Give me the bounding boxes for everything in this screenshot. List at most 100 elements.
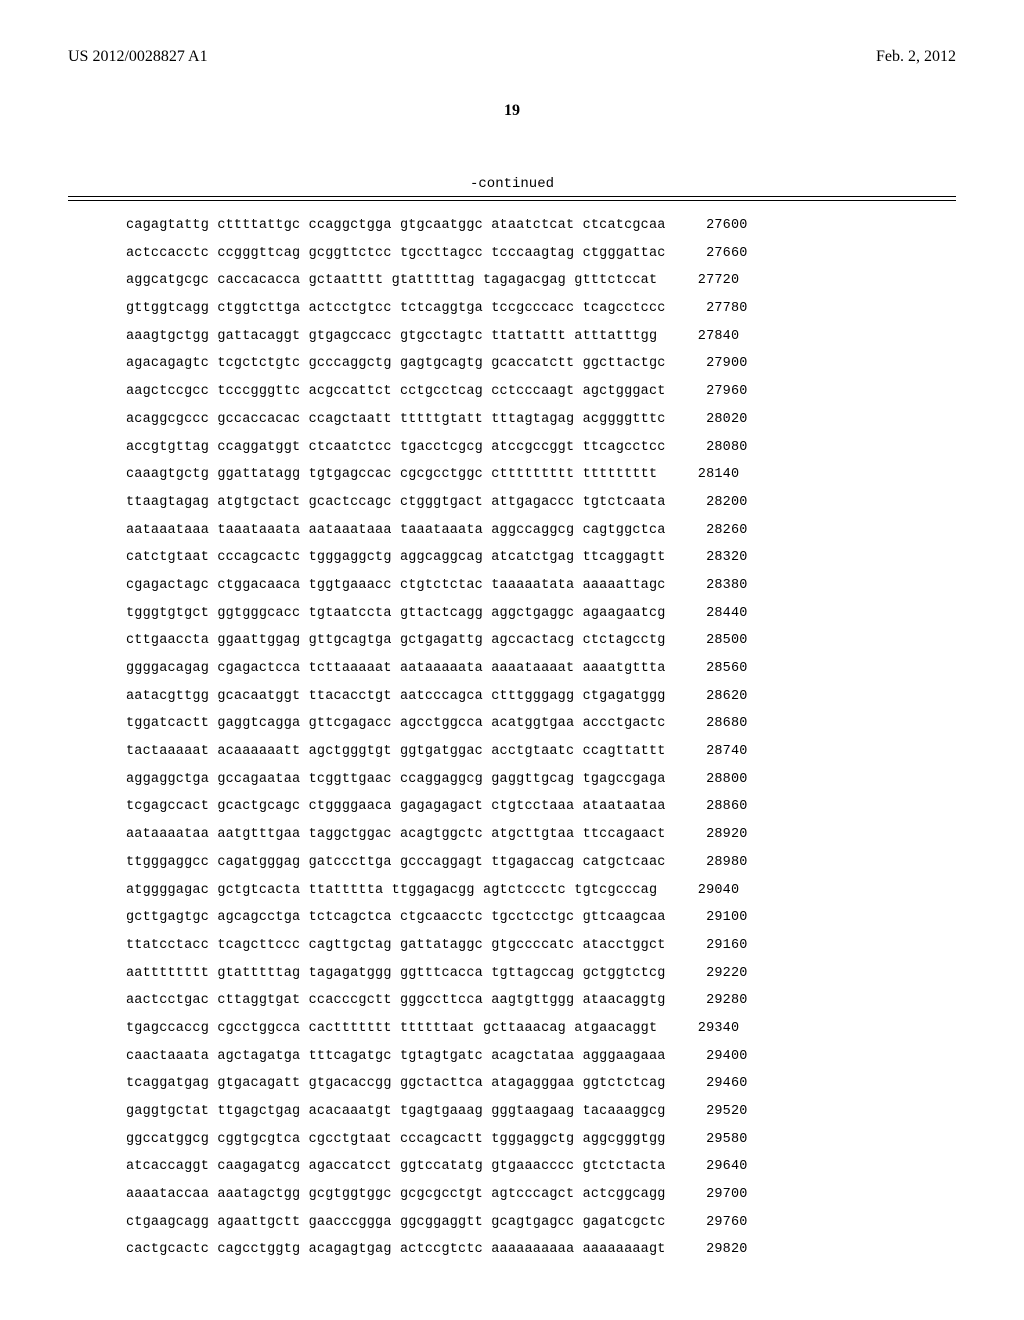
sequence-listing: cagagtattg cttttattgc ccaggctgga gtgcaat… [126, 219, 956, 1257]
sequence-bases: tactaaaaat acaaaaaatt agctgggtgt ggtgatg… [126, 745, 666, 759]
sequence-row: acaggcgccc gccaccacac ccagctaatt tttttgt… [126, 413, 956, 427]
sequence-position: 28800 [688, 773, 748, 787]
sequence-row: aatttttttt gtatttttag tagagatggg ggtttca… [126, 967, 956, 981]
sequence-position: 27840 [679, 330, 739, 344]
sequence-position: 28020 [688, 413, 748, 427]
sequence-row: atggggagac gctgtcacta ttattttta ttggagac… [126, 884, 956, 898]
sequence-bases: tgagccaccg cgcctggcca cacttttttt tttttta… [126, 1022, 657, 1036]
sequence-position: 28920 [688, 828, 748, 842]
sequence-position: 28500 [688, 634, 748, 648]
sequence-bases: aatttttttt gtatttttag tagagatggg ggtttca… [126, 967, 666, 981]
sequence-position: 27960 [688, 385, 748, 399]
sequence-row: ctgaagcagg agaattgctt gaacccggga ggcggag… [126, 1216, 956, 1230]
sequence-row: aataaataaa taaataaata aataaataaa taaataa… [126, 524, 956, 538]
sequence-position: 29280 [688, 994, 748, 1008]
sequence-position: 28140 [679, 468, 739, 482]
sequence-position: 27600 [688, 219, 748, 233]
sequence-position: 28080 [688, 441, 748, 455]
publication-number: US 2012/0028827 A1 [68, 48, 208, 66]
sequence-bases: aagctccgcc tcccgggttc acgccattct cctgcct… [126, 385, 666, 399]
sequence-bases: ttaagtagag atgtgctact gcactccagc ctgggtg… [126, 496, 666, 510]
sequence-position: 29820 [688, 1243, 748, 1257]
sequence-bases: ttatcctacc tcagcttccc cagttgctag gattata… [126, 939, 666, 953]
sequence-row: cttgaaccta ggaattggag gttgcagtga gctgaga… [126, 634, 956, 648]
sequence-position: 28860 [688, 800, 748, 814]
sequence-row: tgggtgtgct ggtgggcacc tgtaatccta gttactc… [126, 607, 956, 621]
sequence-bases: cagagtattg cttttattgc ccaggctgga gtgcaat… [126, 219, 666, 233]
sequence-row: gcttgagtgc agcagcctga tctcagctca ctgcaac… [126, 911, 956, 925]
patent-header: US 2012/0028827 A1 Feb. 2, 2012 [68, 48, 956, 66]
sequence-position: 28980 [688, 856, 748, 870]
sequence-bases: ggggacagag cgagactcca tcttaaaaat aataaaa… [126, 662, 666, 676]
sequence-row: caaagtgctg ggattatagg tgtgagccac cgcgcct… [126, 468, 956, 482]
sequence-bases: cactgcactc cagcctggtg acagagtgag actccgt… [126, 1243, 666, 1257]
sequence-row: actccacctc ccgggttcag gcggttctcc tgcctta… [126, 247, 956, 261]
sequence-position: 29040 [679, 884, 739, 898]
sequence-row: ttatcctacc tcagcttccc cagttgctag gattata… [126, 939, 956, 953]
sequence-bases: gcttgagtgc agcagcctga tctcagctca ctgcaac… [126, 911, 666, 925]
sequence-row: cagagtattg cttttattgc ccaggctgga gtgcaat… [126, 219, 956, 233]
sequence-position: 28320 [688, 551, 748, 565]
continued-label: -continued [68, 176, 956, 192]
sequence-position: 29100 [688, 911, 748, 925]
sequence-row: ttaagtagag atgtgctact gcactccagc ctgggtg… [126, 496, 956, 510]
sequence-bases: aggaggctga gccagaataa tcggttgaac ccaggag… [126, 773, 666, 787]
sequence-bases: aggcatgcgc caccacacca gctaatttt gtattttt… [126, 274, 657, 288]
sequence-row: tggatcactt gaggtcagga gttcgagacc agcctgg… [126, 717, 956, 731]
sequence-row: aagctccgcc tcccgggttc acgccattct cctgcct… [126, 385, 956, 399]
sequence-bases: ggccatggcg cggtgcgtca cgcctgtaat cccagca… [126, 1133, 666, 1147]
sequence-bases: tcgagccact gcactgcagc ctggggaaca gagagag… [126, 800, 666, 814]
sequence-bases: caaagtgctg ggattatagg tgtgagccac cgcgcct… [126, 468, 657, 482]
sequence-position: 29640 [688, 1160, 748, 1174]
page-number: 19 [68, 102, 956, 120]
sequence-row: tcaggatgag gtgacagatt gtgacaccgg ggctact… [126, 1077, 956, 1091]
sequence-row: catctgtaat cccagcactc tgggaggctg aggcagg… [126, 551, 956, 565]
sequence-bases: acaggcgccc gccaccacac ccagctaatt tttttgt… [126, 413, 666, 427]
sequence-bases: actccacctc ccgggttcag gcggttctcc tgcctta… [126, 247, 666, 261]
sequence-row: agacagagtc tcgctctgtc gcccaggctg gagtgca… [126, 357, 956, 371]
sequence-bases: cgagactagc ctggacaaca tggtgaaacc ctgtctc… [126, 579, 666, 593]
sequence-position: 29400 [688, 1050, 748, 1064]
sequence-position: 27660 [688, 247, 748, 261]
sequence-row: aaagtgctgg gattacaggt gtgagccacc gtgccta… [126, 330, 956, 344]
publication-date: Feb. 2, 2012 [876, 48, 956, 66]
sequence-position: 28260 [688, 524, 748, 538]
sequence-bases: aataaaataa aatgtttgaa taggctggac acagtgg… [126, 828, 666, 842]
sequence-position: 28740 [688, 745, 748, 759]
sequence-position: 27900 [688, 357, 748, 371]
sequence-position: 28380 [688, 579, 748, 593]
sequence-position: 28200 [688, 496, 748, 510]
sequence-row: aaaataccaa aaatagctgg gcgtggtggc gcgcgcc… [126, 1188, 956, 1202]
sequence-position: 27720 [679, 274, 739, 288]
sequence-position: 28560 [688, 662, 748, 676]
sequence-row: ggccatggcg cggtgcgtca cgcctgtaat cccagca… [126, 1133, 956, 1147]
divider-top-2 [68, 200, 956, 201]
sequence-row: cgagactagc ctggacaaca tggtgaaacc ctgtctc… [126, 579, 956, 593]
sequence-position: 28440 [688, 607, 748, 621]
sequence-position: 28620 [688, 690, 748, 704]
sequence-bases: accgtgttag ccaggatggt ctcaatctcc tgacctc… [126, 441, 666, 455]
sequence-position: 29340 [679, 1022, 739, 1036]
sequence-bases: ttgggaggcc cagatgggag gatcccttga gcccagg… [126, 856, 666, 870]
sequence-row: tactaaaaat acaaaaaatt agctgggtgt ggtgatg… [126, 745, 956, 759]
sequence-bases: ctgaagcagg agaattgctt gaacccggga ggcggag… [126, 1216, 666, 1230]
sequence-bases: aataaataaa taaataaata aataaataaa taaataa… [126, 524, 666, 538]
sequence-bases: tcaggatgag gtgacagatt gtgacaccgg ggctact… [126, 1077, 666, 1091]
sequence-bases: catctgtaat cccagcactc tgggaggctg aggcagg… [126, 551, 666, 565]
sequence-row: cactgcactc cagcctggtg acagagtgag actccgt… [126, 1243, 956, 1257]
sequence-bases: aactcctgac cttaggtgat ccacccgctt gggcctt… [126, 994, 666, 1008]
sequence-position: 29520 [688, 1105, 748, 1119]
sequence-bases: atcaccaggt caagagatcg agaccatcct ggtccat… [126, 1160, 666, 1174]
sequence-bases: cttgaaccta ggaattggag gttgcagtga gctgaga… [126, 634, 666, 648]
sequence-row: aggcatgcgc caccacacca gctaatttt gtattttt… [126, 274, 956, 288]
sequence-row: atcaccaggt caagagatcg agaccatcct ggtccat… [126, 1160, 956, 1174]
sequence-row: gttggtcagg ctggtcttga actcctgtcc tctcagg… [126, 302, 956, 316]
sequence-position: 29460 [688, 1077, 748, 1091]
sequence-bases: atggggagac gctgtcacta ttattttta ttggagac… [126, 884, 657, 898]
sequence-bases: aatacgttgg gcacaatggt ttacacctgt aatccca… [126, 690, 666, 704]
sequence-bases: tgggtgtgct ggtgggcacc tgtaatccta gttactc… [126, 607, 666, 621]
sequence-bases: gttggtcagg ctggtcttga actcctgtcc tctcagg… [126, 302, 666, 316]
sequence-row: gaggtgctat ttgagctgag acacaaatgt tgagtga… [126, 1105, 956, 1119]
sequence-position: 29160 [688, 939, 748, 953]
sequence-row: aactcctgac cttaggtgat ccacccgctt gggcctt… [126, 994, 956, 1008]
